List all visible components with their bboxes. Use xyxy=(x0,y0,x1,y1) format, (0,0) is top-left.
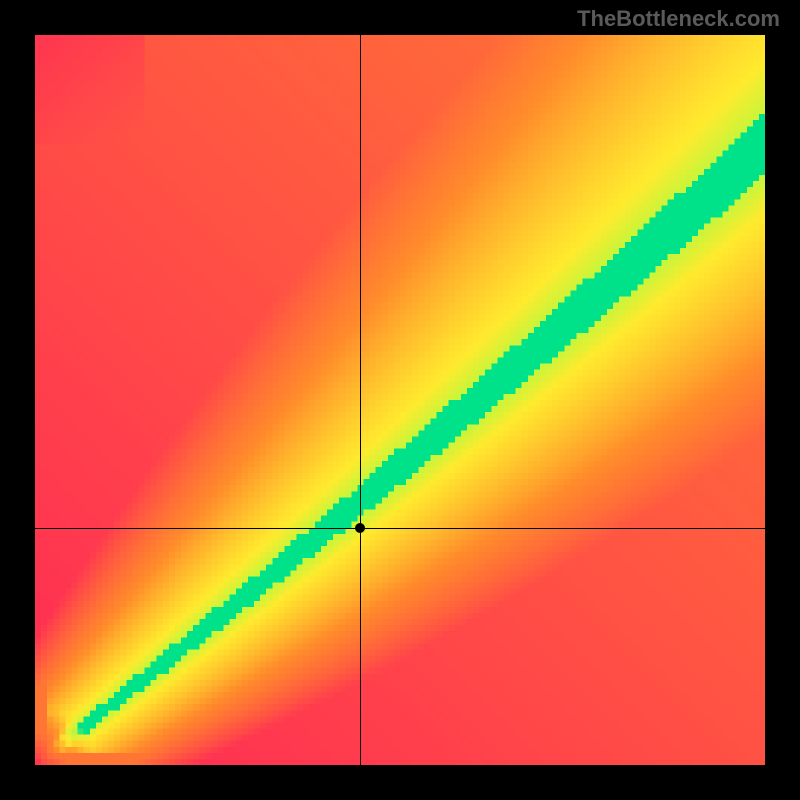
heatmap-canvas xyxy=(35,35,765,765)
crosshair-horizontal xyxy=(35,528,765,529)
crosshair-vertical xyxy=(360,35,361,765)
marker-dot xyxy=(355,523,365,533)
plot-area xyxy=(35,35,765,765)
watermark-text: TheBottleneck.com xyxy=(577,6,780,32)
